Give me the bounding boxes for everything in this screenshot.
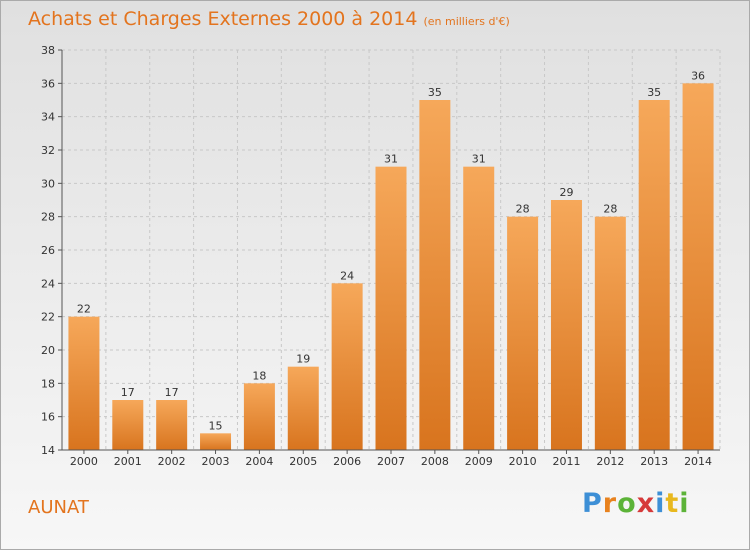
x-tick-label: 2009 xyxy=(465,455,493,468)
bar xyxy=(156,400,188,450)
logo-letter: i xyxy=(679,488,690,519)
bar-value-label: 15 xyxy=(209,419,223,432)
y-tick-label: 16 xyxy=(41,411,55,424)
chart-subtitle: (en milliers d'€) xyxy=(423,15,510,28)
bar-value-label: 17 xyxy=(121,386,135,399)
logo-letter: P xyxy=(582,488,603,519)
x-tick-label: 2011 xyxy=(552,455,580,468)
bar-value-label: 24 xyxy=(340,269,354,282)
y-tick-label: 26 xyxy=(41,244,55,257)
x-tick-label: 2002 xyxy=(158,455,186,468)
bar xyxy=(594,216,626,450)
bar xyxy=(200,433,232,450)
bar xyxy=(331,283,363,450)
logo-letter: i xyxy=(655,488,666,519)
axes: 14 16 18 20 22 24 26 28 30 32 34 36 38 2000 2001 2002 20… xyxy=(41,44,720,468)
y-tick-label: 22 xyxy=(41,311,55,324)
bar-value-label: 31 xyxy=(472,153,486,166)
bar-value-label: 35 xyxy=(428,86,442,99)
y-tick-label: 14 xyxy=(41,444,55,457)
bar-value-label: 31 xyxy=(384,153,398,166)
bar-value-label: 18 xyxy=(252,369,266,382)
bar-value-label: 28 xyxy=(516,203,530,216)
y-tick-label: 34 xyxy=(41,111,55,124)
logo-letter: x xyxy=(636,488,656,519)
bar-value-label: 19 xyxy=(296,353,310,366)
bar-value-label: 17 xyxy=(165,386,179,399)
y-tick-label: 18 xyxy=(41,377,55,390)
x-tick-label: 2004 xyxy=(245,455,273,468)
x-tick-label: 2003 xyxy=(202,455,230,468)
bar xyxy=(375,166,407,450)
logo-letter: r xyxy=(602,488,618,519)
y-tick-label: 20 xyxy=(41,344,55,357)
x-tick-label: 2001 xyxy=(114,455,142,468)
x-tick-label: 2006 xyxy=(333,455,361,468)
x-tick-label: 2010 xyxy=(509,455,537,468)
bar-value-label: 36 xyxy=(691,69,705,82)
x-tick-label: 2008 xyxy=(421,455,449,468)
bar xyxy=(112,400,144,450)
chart-title: Achats et Charges Externes 2000 à 2014 (e… xyxy=(28,8,510,30)
bar-value-label: 29 xyxy=(559,186,573,199)
y-tick-label: 32 xyxy=(41,144,55,157)
bar xyxy=(287,366,319,450)
x-tick-label: 2013 xyxy=(640,455,668,468)
x-tick-label: 2012 xyxy=(596,455,624,468)
bar xyxy=(68,316,100,450)
y-tick-label: 28 xyxy=(41,211,55,224)
x-tick-label: 2007 xyxy=(377,455,405,468)
bar xyxy=(638,100,670,450)
bar-value-label: 35 xyxy=(647,86,661,99)
y-tick-label: 24 xyxy=(41,277,55,290)
bar xyxy=(507,216,539,450)
bar xyxy=(243,383,275,450)
bar xyxy=(419,100,451,450)
chart-title-text: Achats et Charges Externes 2000 à 2014 xyxy=(28,8,418,30)
y-tick-label: 38 xyxy=(41,44,55,57)
logo-letter: o xyxy=(617,488,637,519)
commune-name: AUNAT xyxy=(28,497,89,518)
bar xyxy=(463,166,495,450)
bar xyxy=(550,200,582,450)
x-tick-label: 2005 xyxy=(289,455,317,468)
y-tick-label: 30 xyxy=(41,177,55,190)
bar-value-label: 28 xyxy=(603,203,617,216)
y-tick-label: 36 xyxy=(41,77,55,90)
bar-value-label: 22 xyxy=(77,303,91,316)
logo-letter: t xyxy=(665,488,680,519)
x-tick-label: 2000 xyxy=(70,455,98,468)
bar xyxy=(682,83,714,450)
x-tick-label: 2014 xyxy=(684,455,712,468)
bars: 22 17 17 15 18 19 24 31 35 31 28 29 28 35 36 xyxy=(68,69,714,450)
proxiti-logo: Proxiti xyxy=(582,488,690,519)
